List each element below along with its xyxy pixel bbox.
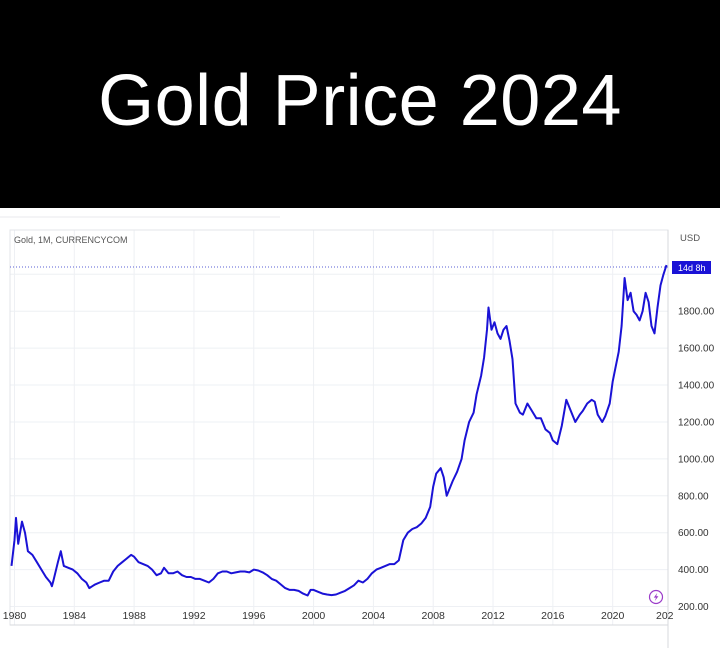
price-series: [10, 264, 668, 597]
symbol-label: Gold, 1M, CURRENCYCOM: [14, 235, 128, 245]
currency-label: USD: [680, 233, 700, 244]
countdown-badge: 14d 8h: [672, 261, 711, 274]
y-tick-label: 400.00: [678, 565, 709, 576]
countdown-label: 14d 8h: [678, 263, 706, 273]
x-tick-label: 1980: [3, 610, 27, 622]
x-tick-label: 2000: [302, 610, 326, 622]
x-tick-label: 1992: [182, 610, 206, 622]
price-chart: 200.00 400.00 600.00 800.00 1000.00 1200.00 14…: [0, 216, 715, 648]
x-tick-label: 2020: [601, 610, 625, 622]
title-banner: Gold Price 2024: [0, 0, 720, 208]
x-tick-label: 1988: [122, 610, 146, 622]
x-tick-label: 2004: [362, 610, 386, 622]
x-tick-label: 1984: [63, 610, 87, 622]
countdown-badge-bg: [672, 261, 711, 274]
banner-title: Gold Price 2024: [98, 61, 622, 141]
x-tick-label: 2008: [422, 610, 446, 622]
y-tick-label: 1400.00: [678, 381, 715, 392]
chart-grid: [10, 230, 668, 625]
price-axis[interactable]: 200.00 400.00 600.00 800.00 1000.00 1200.00 14…: [678, 307, 715, 613]
y-tick-label: 1000.00: [678, 454, 715, 465]
gold-price-line: [10, 264, 668, 597]
plot-border: [9, 229, 669, 626]
x-tick-label: 2016: [541, 610, 565, 622]
x-tick-label: 2012: [481, 610, 505, 622]
time-axis[interactable]: 1980 1984 1988 1992 1996 2000 2004 2008 2012 2016…: [3, 610, 674, 622]
y-tick-label: 800.00: [678, 491, 709, 502]
y-tick-label: 200.00: [678, 602, 709, 613]
y-tick-label: 1800.00: [678, 307, 715, 318]
y-tick-label: 1600.00: [678, 344, 715, 355]
y-tick-label: 600.00: [678, 528, 709, 539]
lightning-icon[interactable]: [648, 589, 664, 605]
x-tick-label: 202: [656, 610, 674, 622]
x-tick-label: 1996: [242, 610, 266, 622]
y-tick-label: 1200.00: [678, 417, 715, 428]
chart-panel: 200.00 400.00 600.00 800.00 1000.00 1200.00 14…: [0, 208, 720, 648]
